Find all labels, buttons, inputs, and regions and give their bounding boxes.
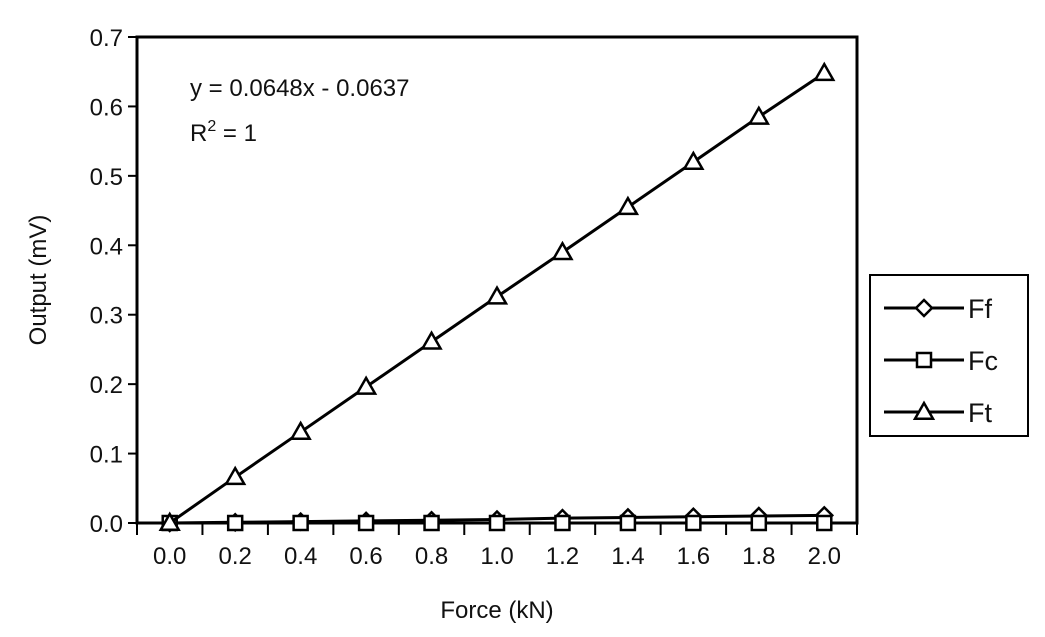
legend-label-ff: Ff: [968, 294, 992, 324]
data-point-fc: [226, 514, 244, 532]
data-point-fc: [750, 514, 768, 532]
y-tick-label: 0.1: [90, 442, 123, 469]
series-layer: [158, 61, 836, 533]
data-point-fc: [423, 514, 440, 532]
x-tick-label: 1.8: [742, 543, 775, 570]
x-tick-label: 1.0: [480, 543, 513, 570]
y-tick-label: 0.0: [90, 511, 123, 538]
y-tick-label: 0.5: [90, 164, 123, 191]
legend-label-fc: Fc: [968, 346, 998, 376]
x-tick-label: 0.8: [415, 543, 448, 570]
x-tick-label: 0.6: [349, 543, 382, 570]
data-point-ft: [747, 105, 770, 125]
data-point-ft: [813, 61, 836, 82]
data-point-ft: [551, 240, 574, 261]
data-point-fc: [357, 514, 375, 532]
data-point-ft: [158, 511, 181, 531]
x-axis: 0.0 0.2 0.4 0.6 0.8 1.0 1.2 1.4 1.6 1.8 2.0: [136, 523, 858, 570]
legend-box: [869, 274, 1029, 437]
data-point-ft: [616, 195, 640, 216]
y-axis: 0.0 0.1 0.2 0.3 0.4 0.5 0.6 0.7: [90, 25, 137, 538]
x-tick-label: 1.4: [611, 543, 644, 570]
data-point-fc: [292, 514, 309, 532]
plot-area: [135, 35, 859, 525]
y-tick-label: 0.4: [90, 233, 123, 260]
trendline-equation: y = 0.0648x - 0.0637: [190, 75, 410, 102]
legend: Ff Fc Ft: [869, 274, 1029, 437]
r-squared-label: R2 = 1: [190, 118, 257, 147]
data-point-fc: [554, 514, 571, 532]
legend-marker-fc: [915, 351, 933, 369]
data-point-fc: [619, 514, 637, 532]
data-point-fc: [685, 514, 702, 532]
x-tick-label: 0.2: [218, 543, 251, 570]
data-point-ft: [420, 330, 443, 350]
data-point-ft: [682, 150, 705, 170]
x-axis-title: Force (kN): [440, 597, 553, 624]
x-tick-label: 0.0: [153, 543, 186, 570]
data-point-fc: [816, 514, 833, 532]
x-tick-label: 1.2: [546, 543, 579, 570]
series-ft: [158, 61, 836, 531]
data-point-ft: [224, 465, 247, 486]
legend-items: Ff Fc Ft: [884, 294, 998, 428]
legend-label-ft: Ft: [968, 398, 992, 428]
legend-marker-ft: [912, 400, 936, 420]
y-axis-title: Output (mV): [25, 215, 52, 346]
legend-marker-ff: [914, 298, 934, 318]
y-tick-label: 0.2: [90, 372, 123, 399]
x-tick-label: 0.4: [284, 543, 317, 570]
data-point-fc: [488, 514, 506, 532]
data-point-ft: [289, 420, 312, 441]
y-tick-label: 0.3: [90, 303, 123, 330]
y-tick-label: 0.7: [90, 25, 123, 52]
y-tick-label: 0.6: [90, 94, 123, 121]
series-fc: [161, 514, 833, 532]
x-tick-label: 1.6: [677, 543, 710, 570]
data-point-ft: [354, 375, 378, 395]
x-tick-label: 2.0: [808, 543, 841, 570]
data-point-ft: [485, 285, 509, 305]
